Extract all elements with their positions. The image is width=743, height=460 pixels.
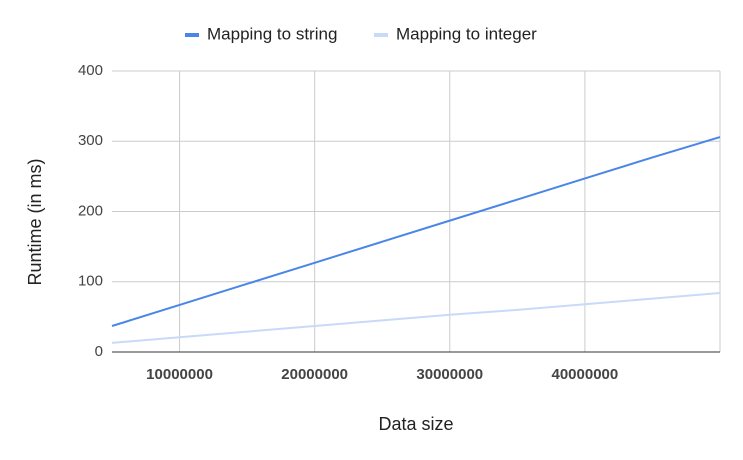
x-axis-title: Data size <box>378 414 453 434</box>
series-line <box>111 291 721 344</box>
legend-label: Mapping to string <box>207 24 337 43</box>
x-tick-label: 30000000 <box>416 366 483 383</box>
y-tick-label: 0 <box>95 343 103 360</box>
x-tick-label: 20000000 <box>281 366 348 383</box>
x-tick-label: 10000000 <box>146 366 213 383</box>
y-tick-label: 200 <box>78 202 103 219</box>
legend-label: Mapping to integer <box>396 24 537 43</box>
x-tick-label: 40000000 <box>552 366 619 383</box>
y-tick-label: 100 <box>78 273 103 290</box>
y-axis-title: Runtime (in ms) <box>25 158 45 285</box>
y-tick-label: 300 <box>78 132 103 149</box>
y-tick-label: 400 <box>78 62 103 79</box>
series-line <box>111 136 721 327</box>
